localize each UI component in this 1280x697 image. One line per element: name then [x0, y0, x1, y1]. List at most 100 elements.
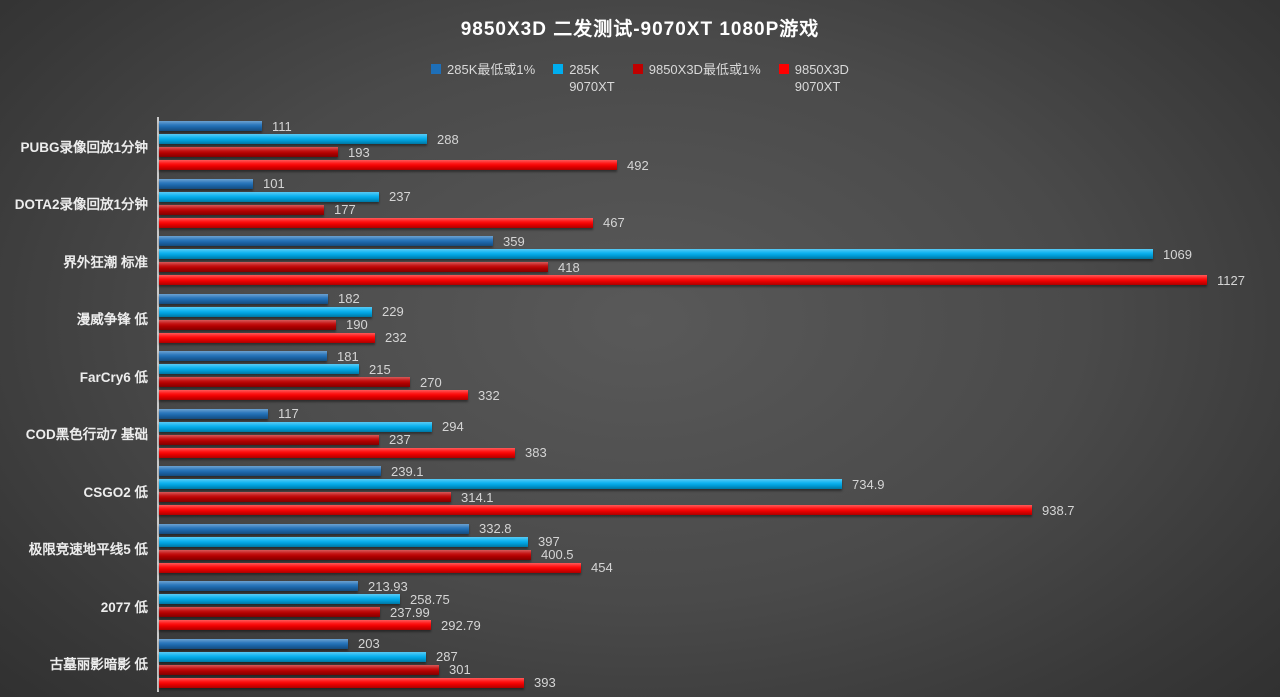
- legend-swatch-red-bright: [778, 64, 789, 74]
- bar-row: 193: [159, 145, 1269, 160]
- bar-value-label: 418: [558, 259, 580, 275]
- bar-row: 190: [159, 317, 1269, 332]
- bar-value-label: 177: [334, 202, 356, 218]
- category-labels: PUBG录像回放1分钟 DOTA2录像回放1分钟 界外狂潮 标准 漫威争锋 低 FarC…: [0, 117, 148, 692]
- bar-series-2: [159, 147, 338, 158]
- bar-row: 400.5: [159, 547, 1269, 563]
- bar-value-label: 258.75: [410, 591, 450, 607]
- bar-value-label: 359: [503, 233, 525, 249]
- chart-title: 9850X3D 二发测试-9070XT 1080P游戏: [460, 19, 820, 40]
- bar-series-3: [159, 447, 515, 458]
- legend: 285K最低或1% 285K 9070XT 9850X3D最低或1% 9850X…: [0, 61, 1280, 95]
- bar-row: 177: [159, 202, 1269, 218]
- bar-row: 332: [159, 387, 1269, 403]
- bar-row: 294: [159, 419, 1269, 435]
- bar-row: 237: [159, 189, 1269, 205]
- bar-value-label: 332: [478, 387, 500, 403]
- bar-value-label: 287: [436, 649, 458, 665]
- bar-series-1: [159, 594, 400, 605]
- bar-value-label: 237: [389, 189, 411, 205]
- bar-series-0: [159, 638, 348, 649]
- bar-series-3: [159, 160, 617, 171]
- bar-value-label: 101: [263, 176, 285, 192]
- legend-label: 285K 9070XT: [569, 61, 615, 95]
- bar-value-label: 294: [442, 419, 464, 435]
- bar-series-3: [159, 332, 375, 343]
- legend-label: 9850X3D 9070XT: [795, 61, 849, 95]
- bar-row: 111: [159, 118, 1269, 134]
- legend-label: 285K最低或1%: [447, 61, 535, 78]
- bar-row: 1069: [159, 247, 1269, 262]
- bar-value-label: 237: [389, 432, 411, 448]
- bar-value-label: 270: [420, 374, 442, 390]
- bar-row: 181: [159, 349, 1269, 364]
- bar-series-2: [159, 262, 548, 273]
- bar-value-label: 288: [437, 131, 459, 147]
- legend-label-line1: 285K: [569, 62, 600, 77]
- bar-series-0: [159, 408, 268, 419]
- bar-row: 232: [159, 330, 1269, 346]
- bar-row: 393: [159, 675, 1269, 691]
- bar-series-2: [159, 204, 324, 215]
- bar-series-1: [159, 249, 1153, 260]
- bar-value-label: 393: [534, 675, 556, 691]
- bar-series-3: [159, 275, 1207, 286]
- bar-group: 111 288 193 492: [159, 117, 1269, 175]
- bar-row: 397: [159, 534, 1269, 549]
- legend-label-line2: 9070XT: [569, 79, 615, 94]
- bar-value-label: 400.5: [541, 547, 574, 563]
- bar-series-3: [159, 677, 524, 688]
- legend-label-line1: 9850X3D最低或1%: [648, 62, 761, 77]
- category-label: 界外狂潮 标准: [63, 254, 148, 270]
- bar-value-label: 213.93: [368, 578, 408, 594]
- bar-row: 287: [159, 649, 1269, 665]
- bar-row: 229: [159, 304, 1269, 319]
- bar-series-1: [159, 306, 372, 317]
- bar-value-label: 111: [272, 118, 292, 134]
- bar-row: 237.99: [159, 604, 1269, 620]
- bar-series-2: [159, 549, 531, 560]
- bar-value-label: 314.1: [461, 489, 494, 505]
- bar-group: 101 237 177 467: [159, 175, 1269, 233]
- bar-row: 734.9: [159, 477, 1269, 492]
- category-label: 极限竞速地平线5 低: [28, 542, 148, 558]
- bar-value-label: 232: [385, 330, 407, 346]
- bar-row: 258.75: [159, 591, 1269, 607]
- bar-group: 117 294 237 383: [159, 405, 1269, 463]
- legend-swatch-blue-light: [553, 64, 564, 74]
- category-label: PUBG录像回放1分钟: [20, 139, 148, 155]
- bar-series-0: [159, 466, 381, 477]
- bar-value-label: 182: [338, 291, 360, 307]
- bar-row: 359: [159, 233, 1269, 249]
- bar-series-3: [159, 390, 468, 401]
- bar-series-1: [159, 651, 426, 662]
- bar-series-1: [159, 479, 842, 490]
- legend-label: 9850X3D最低或1%: [649, 61, 761, 78]
- bar-value-label: 1127: [1217, 272, 1245, 288]
- bar-series-1: [159, 364, 359, 375]
- bar-series-1: [159, 191, 379, 202]
- bar-value-label: 301: [449, 662, 471, 678]
- bar-value-label: 237.99: [390, 604, 430, 620]
- bar-row: 203: [159, 636, 1269, 651]
- bar-value-label: 383: [525, 445, 547, 461]
- bar-series-1: [159, 134, 427, 145]
- bar-value-label: 292.79: [441, 617, 481, 633]
- category-label: 2077 低: [100, 599, 148, 615]
- bar-series-2: [159, 492, 451, 503]
- bar-value-label: 454: [591, 560, 613, 576]
- bar-row: 117: [159, 406, 1269, 421]
- bar-series-0: [159, 523, 469, 534]
- category-label: CSGO2 低: [83, 484, 148, 500]
- bar-row: 182: [159, 291, 1269, 307]
- legend-swatch-red-dark: [632, 64, 643, 74]
- bar-series-1: [159, 536, 528, 547]
- bar-series-0: [159, 236, 493, 247]
- bar-series-1: [159, 421, 432, 432]
- bar-value-label: 938.7: [1042, 502, 1075, 518]
- bar-row: 1127: [159, 272, 1269, 288]
- bar-series-3: [159, 562, 581, 573]
- bar-series-0: [159, 121, 262, 132]
- bar-row: 101: [159, 176, 1269, 192]
- legend-item-9850x3d-9070xt: 9850X3D 9070XT: [778, 61, 849, 95]
